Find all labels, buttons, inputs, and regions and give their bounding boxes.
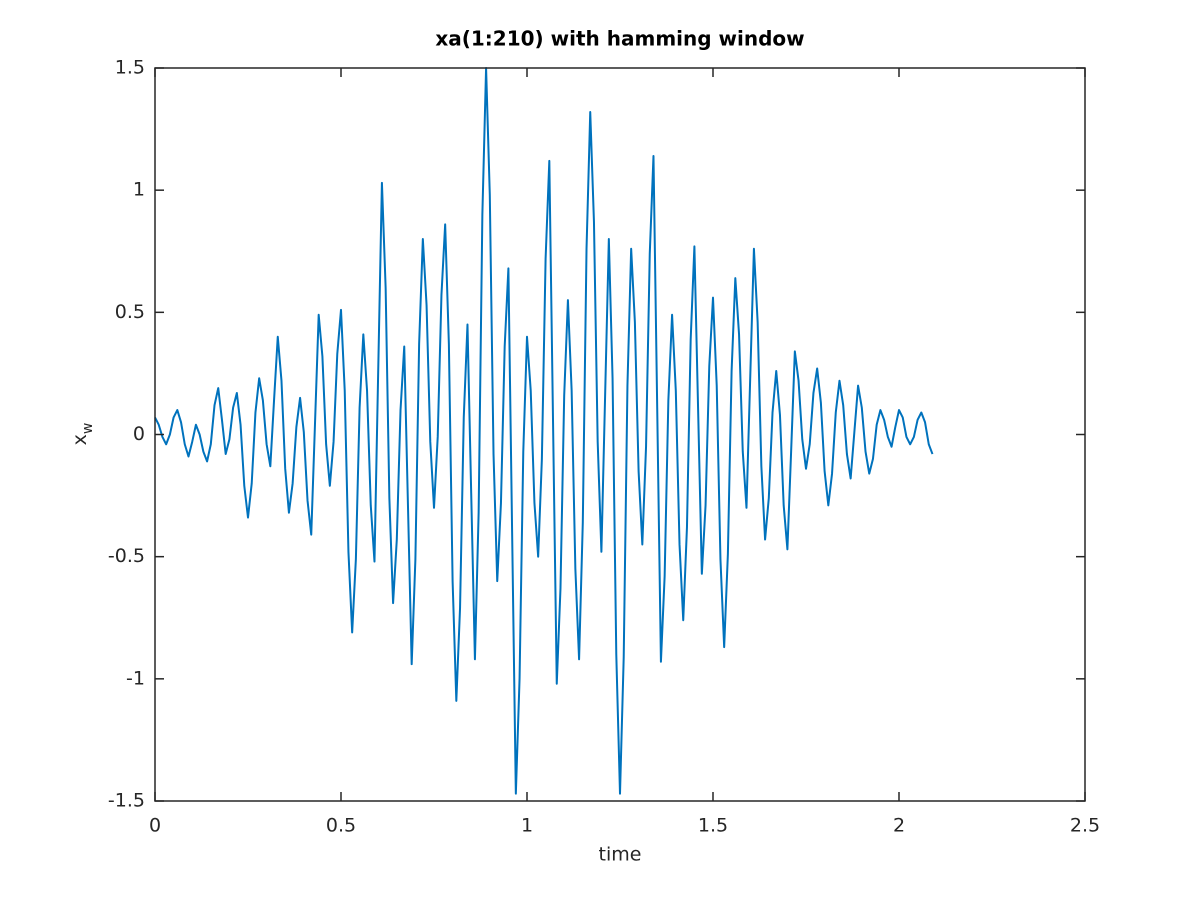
y-axis-label-subscript: w <box>80 423 96 434</box>
x-tick-label: 2.5 <box>1070 815 1100 837</box>
y-tick-label: -1.5 <box>108 790 145 812</box>
y-tick-label: 1.5 <box>115 57 145 79</box>
y-tick-label: 0 <box>133 423 145 445</box>
chart-title: xa(1:210) with hamming window <box>435 27 804 51</box>
x-tick-label: 1 <box>521 815 533 837</box>
y-axis-label: xw <box>69 423 97 446</box>
y-tick-label: -1 <box>126 667 145 689</box>
x-tick-label: 0 <box>149 815 161 837</box>
x-axis-label: time <box>599 844 642 866</box>
y-tick-label: -0.5 <box>108 545 145 567</box>
y-axis-label-base: x <box>69 434 91 445</box>
x-tick-label: 0.5 <box>326 815 356 837</box>
y-tick-label: 1 <box>133 179 145 201</box>
y-tick-label: 0.5 <box>115 301 145 323</box>
x-tick-label: 1.5 <box>698 815 728 837</box>
data-line <box>154 67 934 795</box>
x-tick-label: 2 <box>893 815 905 837</box>
